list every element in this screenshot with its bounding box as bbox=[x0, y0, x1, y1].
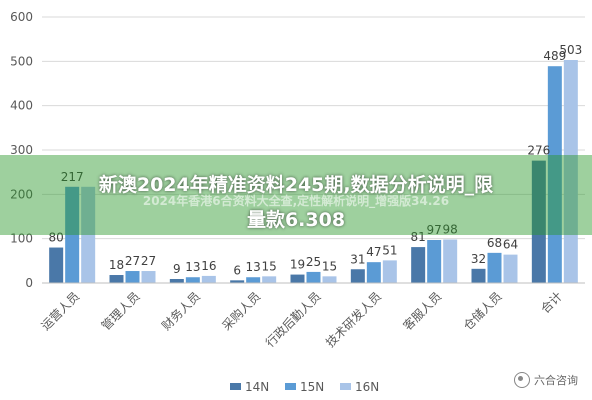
legend-label: 15N bbox=[300, 380, 324, 394]
data-label: 97 bbox=[427, 223, 442, 237]
data-label: 27 bbox=[141, 254, 156, 268]
y-tick-label: 400 bbox=[10, 99, 33, 113]
x-tick-label: 合计 bbox=[537, 289, 565, 317]
data-label: 18 bbox=[109, 258, 124, 272]
bar-16N bbox=[382, 260, 397, 283]
bar-15N bbox=[185, 277, 200, 283]
x-tick-label: 仓储人员 bbox=[460, 289, 505, 334]
y-tick-label: 600 bbox=[10, 10, 33, 24]
bar-16N bbox=[141, 271, 156, 283]
data-label: 15 bbox=[322, 259, 337, 273]
data-label: 9 bbox=[173, 262, 181, 276]
bar-16N bbox=[262, 276, 277, 283]
data-label: 6 bbox=[233, 263, 241, 277]
data-label: 98 bbox=[443, 223, 458, 237]
watermark-text: 六合咨询 bbox=[534, 374, 578, 387]
x-tick-label: 采购人员 bbox=[219, 289, 264, 334]
headline-subtitle: 2024年香港6合资料大全查,定性解析说明_增强版34.26 bbox=[142, 194, 450, 208]
bar-15N bbox=[487, 252, 502, 283]
wechat-icon bbox=[514, 372, 530, 388]
y-tick-label: 100 bbox=[10, 232, 33, 246]
bar-16N bbox=[503, 254, 518, 283]
legend: 14N 15N 16N bbox=[230, 380, 379, 394]
headline-banner bbox=[0, 155, 592, 235]
bar-14N bbox=[411, 247, 426, 283]
watermark: 六合咨询 bbox=[514, 372, 578, 388]
legend-swatch bbox=[340, 383, 351, 390]
bar-14N bbox=[350, 269, 365, 283]
data-label: 276 bbox=[527, 144, 550, 158]
bar-15N bbox=[125, 271, 140, 283]
bar-14N bbox=[471, 268, 486, 283]
legend-label: 16N bbox=[355, 380, 379, 394]
data-label: 51 bbox=[382, 243, 397, 257]
data-label: 27 bbox=[125, 254, 140, 268]
bar-14N bbox=[230, 280, 245, 283]
x-tick-label: 客服人员 bbox=[400, 289, 445, 334]
data-label: 81 bbox=[411, 230, 426, 244]
bar-14N bbox=[290, 274, 305, 283]
data-label: 32 bbox=[471, 252, 486, 266]
y-tick-label: 200 bbox=[10, 187, 33, 201]
gridlines bbox=[42, 16, 585, 284]
bar-15N bbox=[366, 262, 381, 283]
data-label: 13 bbox=[246, 260, 261, 274]
bar-14N bbox=[49, 247, 64, 283]
bar-15N bbox=[547, 66, 562, 284]
bar-16N bbox=[322, 276, 337, 283]
x-tick-label: 技术研发人员 bbox=[322, 289, 384, 351]
legend-swatch bbox=[230, 383, 241, 390]
bar-15N bbox=[306, 271, 321, 283]
data-label: 64 bbox=[503, 238, 518, 252]
x-tick-label: 管理人员 bbox=[98, 289, 143, 334]
data-label: 80 bbox=[49, 231, 64, 245]
headline-line-2: 量款6.308 bbox=[246, 209, 346, 231]
bar-14N bbox=[109, 275, 124, 283]
y-tick-label: 300 bbox=[10, 143, 33, 157]
y-axis: 0 100 200 300 400 500 600 bbox=[10, 10, 33, 290]
data-label: 16 bbox=[201, 259, 216, 273]
bar-16N bbox=[201, 275, 216, 283]
data-label: 25 bbox=[306, 255, 321, 269]
data-label: 503 bbox=[559, 43, 582, 57]
data-label: 15 bbox=[262, 259, 277, 273]
bars bbox=[49, 60, 578, 284]
data-label: 19 bbox=[290, 258, 305, 272]
headline-line-1: 新澳2024年精准资料245期,数据分析说明_限 bbox=[98, 174, 494, 196]
bar-15N bbox=[427, 239, 442, 283]
data-label: 47 bbox=[366, 245, 381, 259]
bar-14N bbox=[531, 160, 546, 283]
bar-15N bbox=[65, 186, 80, 283]
x-tick-label: 运营人员 bbox=[38, 289, 82, 333]
data-label: 217 bbox=[61, 170, 84, 184]
data-label: 489 bbox=[543, 49, 566, 63]
y-tick-label: 500 bbox=[10, 54, 33, 68]
x-tick-label: 财务人员 bbox=[158, 289, 203, 334]
bar-16N bbox=[81, 186, 96, 283]
bar-16N bbox=[563, 60, 578, 284]
x-axis: 运营人员 管理人员 财务人员 采购人员 行政后勤人员 技术研发人员 客服人员 仓储人员 合计 bbox=[38, 282, 585, 351]
data-label: 68 bbox=[487, 236, 502, 250]
y-tick-label: 0 bbox=[25, 276, 33, 290]
legend-swatch bbox=[285, 383, 296, 390]
legend-label: 14N bbox=[245, 380, 269, 394]
bar-16N bbox=[443, 239, 458, 283]
data-label: 13 bbox=[185, 260, 200, 274]
bar-15N bbox=[246, 277, 261, 283]
x-tick-label: 行政后勤人员 bbox=[263, 289, 324, 350]
bar-14N bbox=[169, 279, 184, 283]
data-label: 31 bbox=[350, 252, 365, 266]
